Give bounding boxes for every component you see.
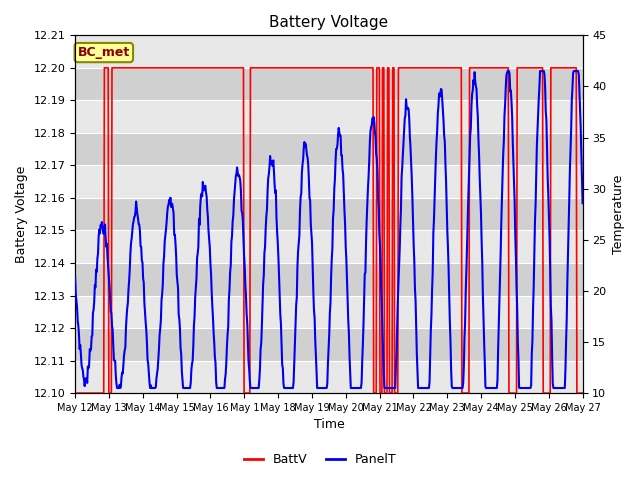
Bar	[75, 360, 582, 393]
Bar	[75, 230, 582, 263]
Bar	[75, 198, 582, 230]
Title: Battery Voltage: Battery Voltage	[269, 15, 388, 30]
Legend: BattV, PanelT: BattV, PanelT	[239, 448, 401, 471]
X-axis label: Time: Time	[314, 419, 344, 432]
Y-axis label: Battery Voltage: Battery Voltage	[15, 166, 28, 263]
Bar	[75, 166, 582, 198]
Bar	[75, 133, 582, 166]
Bar	[75, 68, 582, 100]
Y-axis label: Temperature: Temperature	[612, 175, 625, 254]
Bar	[75, 263, 582, 296]
Bar	[75, 328, 582, 360]
Text: BC_met: BC_met	[77, 46, 130, 59]
Bar	[75, 100, 582, 133]
Bar	[75, 36, 582, 68]
Bar	[75, 296, 582, 328]
